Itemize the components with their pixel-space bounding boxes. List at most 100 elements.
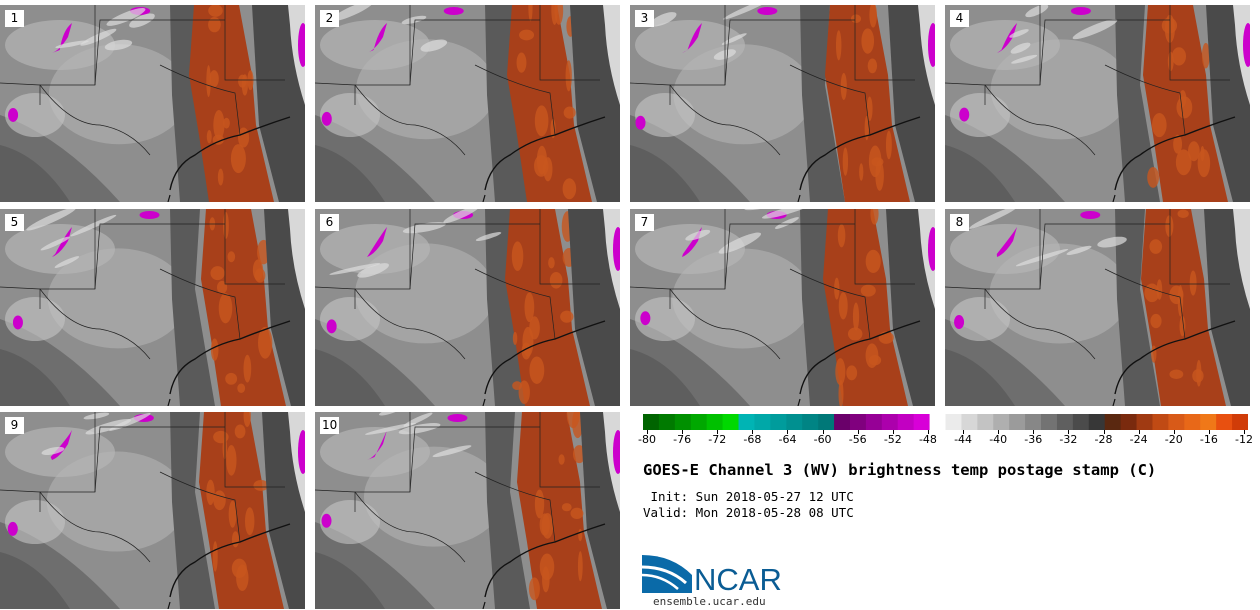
state-border — [0, 82, 151, 156]
colorbar-tick-mark — [682, 430, 684, 434]
state-border — [539, 412, 600, 488]
state-border — [854, 209, 915, 285]
colorbar-tick-label: -32 — [1059, 433, 1078, 446]
dry-streak — [871, 157, 884, 167]
colorbar-tick-label: -56 — [848, 433, 867, 446]
dry-streak — [213, 110, 225, 140]
dry-streak — [209, 70, 219, 88]
state-border — [94, 426, 225, 493]
cold-cloud-top — [139, 211, 160, 219]
colorbar-swatch — [658, 414, 676, 430]
state-border — [39, 5, 96, 105]
state-border — [159, 471, 241, 543]
colorbar-swatch — [1232, 414, 1248, 430]
moist-cloud — [1233, 209, 1250, 309]
state-border — [94, 19, 225, 86]
dark-band — [170, 412, 215, 609]
colorbar-swatch — [929, 414, 947, 430]
dry-streak — [536, 145, 547, 175]
colorbar-swatch — [1184, 414, 1201, 430]
wv-map — [0, 209, 305, 406]
panel-number: 6 — [320, 214, 339, 231]
dry-streak — [236, 564, 249, 592]
state-border — [1104, 64, 1186, 136]
colorbar-tick-mark — [1208, 430, 1210, 434]
colorbar-swatch — [1041, 414, 1058, 430]
stamp-panel-7: 7 — [630, 209, 935, 406]
colorbar-tick-mark — [1103, 430, 1105, 434]
cloud-streak — [330, 5, 374, 22]
dry-streak — [1201, 42, 1210, 69]
colorbar-tick-label: -76 — [673, 433, 692, 446]
dry-streak — [243, 354, 252, 383]
light-region — [635, 93, 695, 137]
colorbar-swatch — [643, 414, 660, 430]
state-border — [315, 82, 466, 156]
dry-streak — [518, 380, 530, 405]
dry-streak — [548, 257, 555, 269]
cloud-streak — [432, 445, 472, 458]
colorbar-tick-label: -60 — [813, 433, 832, 446]
dark-east — [885, 209, 935, 406]
colorbar-tick-mark — [857, 430, 859, 434]
state-border — [789, 64, 871, 136]
dry-streak — [512, 331, 518, 345]
light-region — [48, 44, 189, 145]
light-region — [46, 451, 187, 552]
dry-streak — [577, 551, 583, 582]
dry-streak — [838, 292, 848, 320]
dry-streak — [861, 28, 875, 54]
dry-streak — [847, 327, 863, 341]
colorbar-swatch — [977, 414, 994, 430]
dry-streak — [1175, 149, 1192, 176]
dry-streak — [231, 531, 240, 548]
stamp-panel-10: 10 — [315, 412, 620, 609]
dry-streak — [529, 316, 540, 340]
dry-streak — [1165, 215, 1174, 237]
cloud-streak — [650, 12, 677, 27]
cold-cloud-top — [613, 430, 620, 474]
dry-streak — [223, 117, 230, 129]
cloud-streak — [41, 446, 65, 455]
stamp-panel-9: 9 — [0, 412, 305, 609]
dark-region — [630, 349, 700, 406]
panel-number: 5 — [5, 214, 24, 231]
state-border — [539, 5, 600, 81]
colorbar-swatch — [754, 414, 771, 430]
dry-streak — [521, 342, 531, 360]
dry-streak — [865, 343, 879, 368]
coastline — [484, 320, 606, 395]
cold-cloud-top — [640, 311, 651, 326]
dry-streak — [570, 507, 584, 520]
dry-slot — [506, 5, 592, 202]
colorbar-swatch — [1200, 414, 1217, 430]
colorbar-tick-mark — [998, 430, 1000, 434]
state-border — [630, 286, 781, 360]
stamp-panel-6: 6 — [315, 209, 620, 406]
init-time: Init: Sun 2018-05-27 12 UTC — [643, 489, 854, 504]
dry-streak — [1149, 239, 1163, 254]
coastline — [482, 601, 486, 609]
colorbar-swatch — [722, 414, 740, 430]
cloud-streak — [357, 263, 389, 278]
dry-streak — [860, 284, 876, 297]
colorbar-swatch — [770, 414, 787, 430]
coastline — [484, 523, 606, 598]
light-region — [5, 297, 65, 341]
dry-streak — [210, 266, 225, 281]
cold-cloud-top — [52, 23, 72, 53]
cold-cloud-top — [8, 107, 19, 122]
dry-streak — [1192, 369, 1204, 383]
dark-east — [251, 5, 305, 202]
colorbar-tick-mark — [647, 430, 648, 434]
dry-streak — [1197, 149, 1211, 178]
dry-streak — [835, 358, 846, 386]
panel-number: 1 — [5, 10, 24, 27]
light-region — [320, 427, 430, 477]
cloud-streak — [1066, 245, 1092, 255]
dry-streak — [534, 105, 549, 137]
panel-number: 2 — [320, 10, 339, 27]
colorbar-tick-label: -28 — [1094, 433, 1113, 446]
colorbar-swatch — [1056, 414, 1074, 430]
cold-cloud-top — [635, 115, 646, 130]
